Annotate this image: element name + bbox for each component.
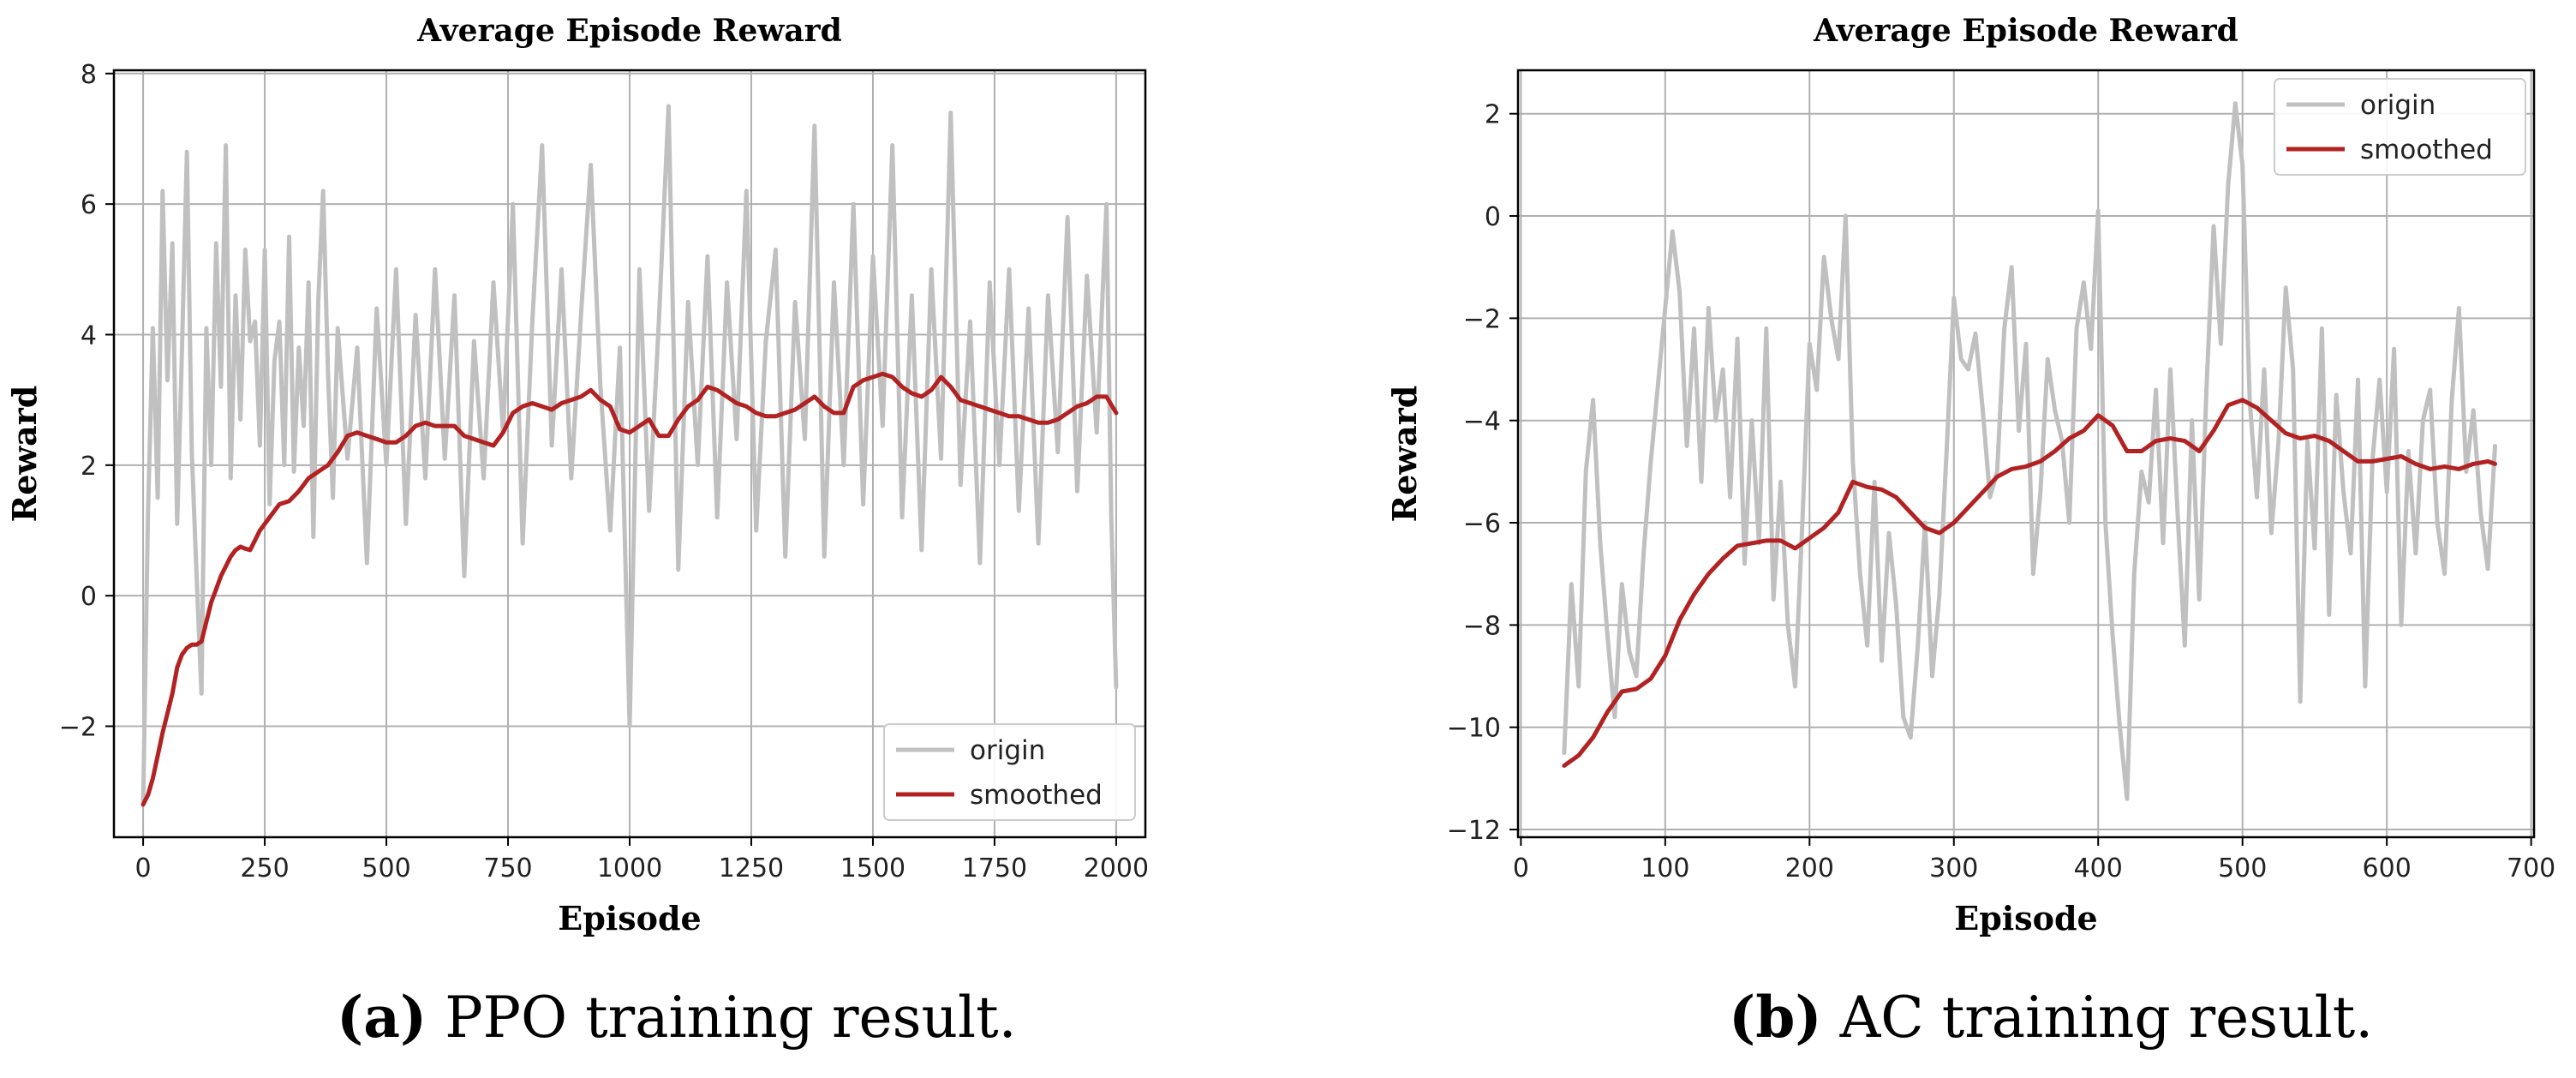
x-tick-label: 600 <box>2363 853 2412 883</box>
y-tick-label: −8 <box>1463 611 1501 641</box>
x-tick-label: 0 <box>135 853 152 883</box>
legend: origin smoothed <box>883 723 1136 821</box>
x-tick-label: 1000 <box>597 853 662 883</box>
x-tick-label: 100 <box>1641 853 1689 883</box>
y-tick-label: 2 <box>81 452 97 482</box>
series-line-origin <box>1562 101 2497 801</box>
x-axis-label: Episode <box>1954 899 2097 937</box>
caption-b-tag: (b) <box>1729 984 1822 1051</box>
legend-label-origin: origin <box>970 735 1045 766</box>
chart-title: Average Episode Reward <box>1813 13 2238 49</box>
x-tick-label: 200 <box>1785 853 1834 883</box>
y-tick-label: −6 <box>1463 509 1501 539</box>
y-axis-label: Reward <box>5 386 44 523</box>
chart-ppo: 0 250 500 750 1000 1250 1500 1750 2000 −2 0 2 4 6 8 Ave… <box>5 13 1149 937</box>
chart-title: Average Episode Reward <box>416 13 842 49</box>
caption-b: (b) AC training result. <box>1729 984 2373 1051</box>
legend-label-smoothed: smoothed <box>2360 135 2493 165</box>
x-axis-label: Episode <box>558 899 701 937</box>
series-line-smoothed <box>140 371 1119 807</box>
x-tick-label: 2000 <box>1084 853 1149 883</box>
x-tick-label: 250 <box>240 853 289 883</box>
series-line-smoothed <box>1562 398 2497 768</box>
x-tick-label: 500 <box>362 853 410 883</box>
y-tick-label: 2 <box>1485 100 1501 130</box>
y-tick-label: −10 <box>1447 714 1501 744</box>
caption-b-text: AC training result. <box>1821 985 2374 1051</box>
x-tick-label: 750 <box>483 853 532 883</box>
legend: origin smoothed <box>2274 78 2526 176</box>
y-tick-label: 4 <box>81 320 97 350</box>
caption-a-text: PPO training result. <box>427 985 1017 1051</box>
y-tick-label: −12 <box>1447 816 1501 846</box>
caption-a-tag: (a) <box>337 984 427 1051</box>
series-line-origin <box>140 104 1119 807</box>
y-tick-label: −2 <box>1463 304 1501 334</box>
x-tick-label: 400 <box>2074 853 2123 883</box>
x-tick-label: 500 <box>2218 853 2267 883</box>
x-tick-label: 300 <box>1929 853 1978 883</box>
y-tick-label: −4 <box>1463 407 1501 437</box>
x-tick-label: 0 <box>1513 853 1529 883</box>
y-tick-label: 0 <box>81 582 97 612</box>
y-axis-label: Reward <box>1385 386 1424 523</box>
x-tick-label: 700 <box>2507 853 2555 883</box>
plot-frame <box>1516 69 2536 839</box>
caption-a: (a) PPO training result. <box>337 984 1017 1051</box>
legend-label-smoothed: smoothed <box>970 780 1103 811</box>
y-tick-label: 6 <box>81 190 97 220</box>
y-tick-label: 8 <box>81 60 97 90</box>
chart-ac: 0 100 200 300 400 500 600 700 −12 −10 −8 −6 −4 −2 0 2 Av… <box>1385 13 2555 937</box>
x-tick-label: 1250 <box>719 853 784 883</box>
y-tick-label: −2 <box>59 713 97 743</box>
x-tick-label: 1500 <box>840 853 905 883</box>
x-tick-label: 1750 <box>962 853 1027 883</box>
legend-label-origin: origin <box>2360 90 2436 121</box>
y-tick-label: 0 <box>1485 202 1501 232</box>
